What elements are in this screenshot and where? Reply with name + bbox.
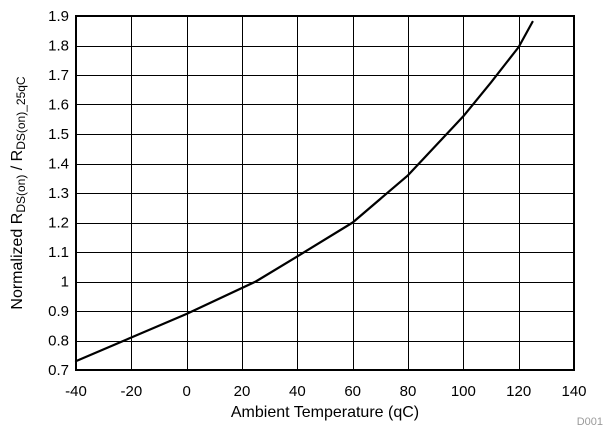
y-tick-label: 1.9 xyxy=(48,8,69,25)
y-axis-label-sub-1: DS(on) xyxy=(14,175,28,213)
figure-id: D001 xyxy=(577,416,603,428)
y-tick-label: 1.2 xyxy=(48,215,69,232)
x-tick-label: 60 xyxy=(344,383,361,400)
y-tick-label: 1.8 xyxy=(48,38,69,55)
y-axis-label-sub-2: DS(on)_25qC xyxy=(14,76,28,150)
y-tick-label: 1.6 xyxy=(48,97,69,114)
x-axis-label: Ambient Temperature (qC) xyxy=(231,404,419,421)
y-tick-labels: 0.7 0.8 0.9 1 1.1 1.2 1.3 1.4 1.5 1.6 1.7 1.8 1.9 xyxy=(48,8,69,379)
x-tick-label: 0 xyxy=(182,383,190,400)
y-axis-label: Normalized RDS(on) / RDS(on)_25qC xyxy=(9,76,28,310)
y-tick-label: 0.7 xyxy=(48,362,69,379)
x-tick-label: 20 xyxy=(234,383,251,400)
x-tick-label: 100 xyxy=(451,383,476,400)
x-tick-label: -40 xyxy=(65,383,87,400)
y-tick-label: 0.8 xyxy=(48,333,69,350)
y-tick-label: 1 xyxy=(61,274,69,291)
series-layer xyxy=(74,20,534,363)
x-tick-label: 40 xyxy=(289,383,306,400)
y-tick-label: 1.1 xyxy=(48,244,69,261)
x-tick-label: 140 xyxy=(561,383,586,400)
y-tick-label: 1.4 xyxy=(48,156,69,173)
grid xyxy=(76,16,574,370)
y-tick-label: 1.3 xyxy=(48,185,69,202)
y-axis-label-separator: / R xyxy=(9,150,26,175)
y-tick-label: 1.7 xyxy=(48,67,69,84)
x-tick-labels: -40 -20 0 20 40 60 80 100 120 140 xyxy=(65,383,586,400)
y-tick-label: 0.9 xyxy=(48,303,69,320)
y-axis-label-main: Normalized R xyxy=(9,213,26,310)
plot-frame xyxy=(75,15,575,371)
x-tick-label: 80 xyxy=(400,383,417,400)
series-line xyxy=(74,20,534,363)
x-tick-label: 120 xyxy=(506,383,531,400)
x-tick-label: -20 xyxy=(120,383,142,400)
y-tick-label: 1.5 xyxy=(48,126,69,143)
